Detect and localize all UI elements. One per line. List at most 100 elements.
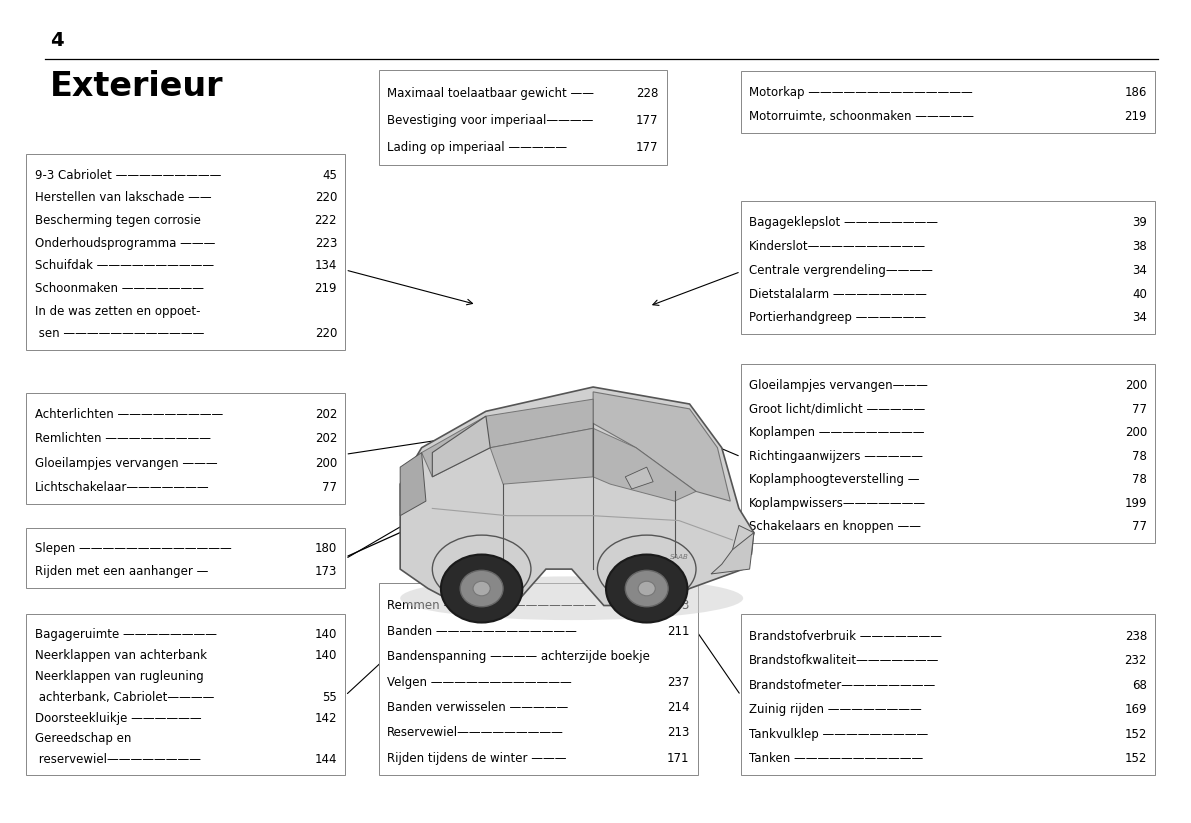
Text: Lading op imperiaal —————: Lading op imperiaal ————— bbox=[387, 141, 567, 154]
Text: In de was zetten en oppoet-: In de was zetten en oppoet- bbox=[35, 305, 200, 318]
Text: 38: 38 bbox=[1133, 240, 1147, 253]
Text: Tanken ———————————: Tanken ——————————— bbox=[749, 752, 923, 765]
Text: 68: 68 bbox=[1133, 679, 1147, 692]
Text: 220: 220 bbox=[314, 192, 337, 204]
Text: Maximaal toelaatbaar gewicht ——: Maximaal toelaatbaar gewicht —— bbox=[387, 87, 594, 100]
Text: 134: 134 bbox=[314, 259, 337, 272]
Text: Dietstalalarm ————————: Dietstalalarm ———————— bbox=[749, 287, 927, 300]
Text: 39: 39 bbox=[1133, 216, 1147, 230]
Text: 219: 219 bbox=[314, 282, 337, 295]
Text: 220: 220 bbox=[314, 328, 337, 340]
Text: Rijden tijdens de winter ———: Rijden tijdens de winter ——— bbox=[387, 751, 567, 765]
Text: 40: 40 bbox=[1133, 287, 1147, 300]
Bar bbox=[26, 528, 345, 588]
Text: 219: 219 bbox=[1124, 110, 1147, 123]
Text: Remmen —————————————: Remmen ————————————— bbox=[387, 599, 597, 612]
Bar bbox=[741, 364, 1155, 543]
Text: 223: 223 bbox=[314, 237, 337, 249]
Polygon shape bbox=[432, 416, 491, 477]
Text: Koplampen —————————: Koplampen ————————— bbox=[749, 426, 924, 439]
Text: 202: 202 bbox=[314, 408, 337, 421]
Text: 142: 142 bbox=[314, 712, 337, 724]
Ellipse shape bbox=[638, 581, 655, 596]
Ellipse shape bbox=[625, 570, 668, 607]
Polygon shape bbox=[732, 525, 754, 555]
Text: Portierhandgreep ——————: Portierhandgreep —————— bbox=[749, 311, 927, 324]
Text: 173: 173 bbox=[314, 565, 337, 578]
Text: 186: 186 bbox=[1124, 86, 1147, 100]
Text: Koplamphoogteverstelling —: Koplamphoogteverstelling — bbox=[749, 473, 919, 486]
Text: SAAB: SAAB bbox=[669, 554, 688, 560]
Text: reservewiel————————: reservewiel———————— bbox=[35, 753, 200, 766]
Text: 163: 163 bbox=[667, 599, 690, 612]
Text: Motorkap ——————————————: Motorkap —————————————— bbox=[749, 86, 973, 100]
Ellipse shape bbox=[400, 576, 743, 620]
Text: Motorruimte, schoonmaken —————: Motorruimte, schoonmaken ————— bbox=[749, 110, 974, 123]
Bar bbox=[26, 614, 345, 775]
Text: 200: 200 bbox=[1124, 426, 1147, 439]
Text: 232: 232 bbox=[1124, 654, 1147, 667]
Polygon shape bbox=[593, 392, 730, 501]
Text: Bandenspanning ———— achterzijde boekje: Bandenspanning ———— achterzijde boekje bbox=[387, 650, 650, 663]
Text: Zuinig rijden ————————: Zuinig rijden ———————— bbox=[749, 703, 922, 716]
Text: Schuifdak ——————————: Schuifdak —————————— bbox=[35, 259, 213, 272]
Text: 200: 200 bbox=[314, 457, 337, 470]
Text: 144: 144 bbox=[314, 753, 337, 766]
Text: Doorsteekluikje ——————: Doorsteekluikje —————— bbox=[35, 712, 201, 724]
Polygon shape bbox=[400, 453, 426, 516]
Text: Neerklappen van achterbank: Neerklappen van achterbank bbox=[35, 649, 206, 662]
Text: 4: 4 bbox=[50, 31, 63, 50]
Text: Brandstofkwaliteit———————: Brandstofkwaliteit——————— bbox=[749, 654, 940, 667]
Ellipse shape bbox=[441, 555, 523, 622]
Text: Schoonmaken ———————: Schoonmaken ——————— bbox=[35, 282, 204, 295]
Text: Brandstofverbruik ———————: Brandstofverbruik ——————— bbox=[749, 630, 942, 643]
Text: 9-3 Cabriolet —————————: 9-3 Cabriolet ————————— bbox=[35, 169, 220, 182]
Text: Kinderslot——————————: Kinderslot—————————— bbox=[749, 240, 927, 253]
Text: 77: 77 bbox=[1131, 402, 1147, 416]
Text: 202: 202 bbox=[314, 432, 337, 445]
Bar bbox=[379, 583, 698, 775]
Text: 55: 55 bbox=[323, 690, 337, 704]
Text: Bagageruimte ————————: Bagageruimte ———————— bbox=[35, 628, 217, 641]
Text: Velgen ————————————: Velgen ———————————— bbox=[387, 676, 572, 689]
Text: 77: 77 bbox=[322, 481, 337, 494]
Text: Slepen —————————————: Slepen ————————————— bbox=[35, 542, 231, 556]
Text: 78: 78 bbox=[1133, 450, 1147, 463]
Polygon shape bbox=[400, 387, 754, 606]
Text: Exterieur: Exterieur bbox=[50, 70, 224, 103]
Text: Banden verwisselen —————: Banden verwisselen ————— bbox=[387, 701, 568, 714]
Text: Rijden met een aanhanger —: Rijden met een aanhanger — bbox=[35, 565, 208, 578]
Text: Bescherming tegen corrosie: Bescherming tegen corrosie bbox=[35, 214, 200, 227]
Text: 140: 140 bbox=[314, 649, 337, 662]
Text: 177: 177 bbox=[636, 114, 659, 127]
Text: Schakelaars en knoppen ——: Schakelaars en knoppen —— bbox=[749, 520, 921, 533]
Text: Bevestiging voor imperiaal————: Bevestiging voor imperiaal———— bbox=[387, 114, 593, 127]
Text: Neerklappen van rugleuning: Neerklappen van rugleuning bbox=[35, 670, 204, 683]
Polygon shape bbox=[711, 532, 754, 574]
Polygon shape bbox=[593, 428, 696, 501]
Text: Herstellen van lakschade ——: Herstellen van lakschade —— bbox=[35, 192, 211, 204]
Text: Remlichten —————————: Remlichten ————————— bbox=[35, 432, 211, 445]
Text: 211: 211 bbox=[667, 625, 690, 638]
Ellipse shape bbox=[460, 570, 503, 607]
Text: Brandstofmeter————————: Brandstofmeter———————— bbox=[749, 679, 936, 692]
Text: 180: 180 bbox=[314, 542, 337, 556]
Text: Gloeilampjes vervangen———: Gloeilampjes vervangen——— bbox=[749, 379, 928, 393]
Text: 214: 214 bbox=[667, 701, 690, 714]
Text: 200: 200 bbox=[1124, 379, 1147, 393]
Bar bbox=[741, 201, 1155, 334]
Text: Tankvulklep —————————: Tankvulklep ————————— bbox=[749, 728, 929, 741]
Bar bbox=[741, 614, 1155, 775]
Bar bbox=[741, 71, 1155, 133]
Text: Gereedschap en: Gereedschap en bbox=[35, 732, 131, 746]
Bar bbox=[26, 154, 345, 350]
Text: sen ————————————: sen ———————————— bbox=[35, 328, 204, 340]
Ellipse shape bbox=[606, 555, 687, 622]
Text: 152: 152 bbox=[1124, 728, 1147, 741]
Text: Bagageklepslot ————————: Bagageklepslot ———————— bbox=[749, 216, 939, 230]
Text: 228: 228 bbox=[636, 87, 659, 100]
Text: 237: 237 bbox=[667, 676, 690, 689]
Text: Gloeilampjes vervangen ———: Gloeilampjes vervangen ——— bbox=[35, 457, 217, 470]
Text: Banden ————————————: Banden ———————————— bbox=[387, 625, 576, 638]
Ellipse shape bbox=[473, 581, 491, 596]
